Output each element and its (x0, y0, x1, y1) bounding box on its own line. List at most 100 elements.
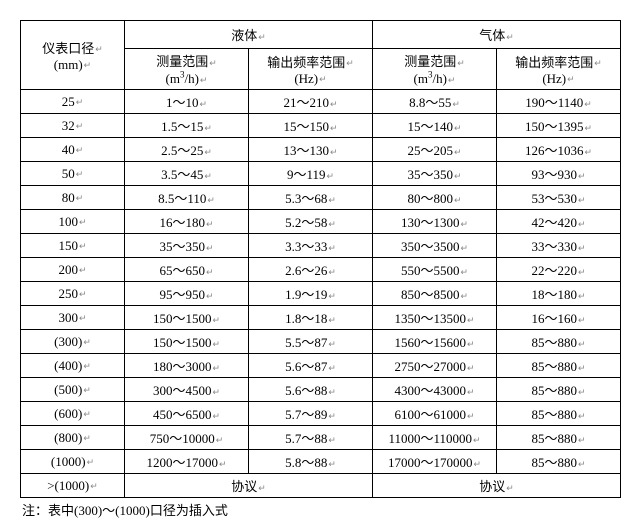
cell-text: 3.5～45 (161, 167, 212, 182)
cell-text: 25～205 (407, 143, 461, 158)
cell-text: 6100～61000 (394, 407, 474, 422)
cell-text: 200 (58, 262, 86, 277)
cell-gas_freq: 18～180 (497, 282, 621, 306)
cell-liq_freq: 5.7～89 (249, 402, 373, 426)
cell-size: (600) (21, 402, 125, 426)
cell-text: (1000) (51, 454, 94, 469)
cell-text: 5.7～88 (285, 431, 336, 446)
header-gas-range: 测量范围 (m3/h) (373, 49, 497, 90)
cell-text: (800) (54, 430, 91, 445)
cell-text: 93～930 (531, 167, 585, 182)
cell-text: 33～330 (531, 239, 585, 254)
cell-text: 5.6～88 (285, 383, 336, 398)
cell-liq_range: 16～180 (125, 210, 249, 234)
cell-gas_range: 1350～13500 (373, 306, 497, 330)
table-row: (300)150～15005.5～871560～1560085～880 (21, 330, 621, 354)
cell-liq_range: 150～1500 (125, 306, 249, 330)
header-liquid-group: 液体 (125, 21, 373, 49)
cell-gas_range: 350～3500 (373, 234, 497, 258)
cell-text: 300 (58, 310, 86, 325)
cell-text: 5.7～89 (285, 407, 336, 422)
cell-size: 300 (21, 306, 125, 330)
cell-text: 85～880 (531, 359, 585, 374)
cell-text: 4300～43000 (394, 383, 474, 398)
cell-gas_range: 850～8500 (373, 282, 497, 306)
header-size-line2: (mm) (54, 57, 91, 72)
cell-liq_freq: 5.2～58 (249, 210, 373, 234)
cell-gas_freq: 126～1036 (497, 138, 621, 162)
cell-text: (500) (54, 382, 91, 397)
cell-liq_freq: 15～150 (249, 114, 373, 138)
cell-gas_range: 550～5500 (373, 258, 497, 282)
cell-text: 450～6500 (153, 407, 220, 422)
cell-liq_freq: 5.3～68 (249, 186, 373, 210)
table-row: (500) 300～4500 5.6～88 4300～43000 85～880 (21, 378, 621, 402)
cell-text: 32 (62, 118, 84, 133)
cell-gas_range: 15～140 (373, 114, 497, 138)
table-row: 25095～9501.9～19850～850018～180 (21, 282, 621, 306)
cell-text: 3.3～33 (285, 239, 336, 254)
cell-text: 16～160 (531, 311, 585, 326)
cell-gas_freq: 93～930 (497, 162, 621, 186)
header-gas-range-unit: (m3/h) (414, 71, 456, 86)
table-row: 10016～1805.2～58130～130042～420 (21, 210, 621, 234)
cell-liq_range: 35～350 (125, 234, 249, 258)
table-row: 503.5～459～11935～35093～930 (21, 162, 621, 186)
header-liq-range: 测量范围 (m3/h) (125, 49, 249, 90)
cell-size: (800) (21, 426, 125, 450)
cell-text: 8.8～55 (409, 95, 460, 110)
cell-text: 1560～15600 (394, 335, 474, 350)
cell-liq_freq: 5.6～88 (249, 378, 373, 402)
cell-text: 750～10000 (150, 431, 224, 446)
cell-text: 1.5～15 (161, 119, 212, 134)
cell-text: 11000～110000 (388, 431, 480, 446)
cell-liq_freq: 5.6～87 (249, 354, 373, 378)
table-row: (600)450～65005.7～896100～6100085～880 (21, 402, 621, 426)
cell-gas_freq: 42～420 (497, 210, 621, 234)
cell-gas_range: 130～1300 (373, 210, 497, 234)
header-gas-group: 气体 (373, 21, 621, 49)
cell-text: 85～880 (531, 383, 585, 398)
table-row: (1000)1200～170005.8～8817000～17000085～880 (21, 450, 621, 474)
cell-text: 40 (62, 142, 84, 157)
cell-text: 300～4500 (153, 383, 220, 398)
cell-text: 1350～13500 (394, 311, 474, 326)
cell-size: 50 (21, 162, 125, 186)
cell-gas_range: 2750～27000 (373, 354, 497, 378)
cell-text: 65～650 (159, 263, 213, 278)
cell-liq_range: 95～950 (125, 282, 249, 306)
cell-gas-merged: 协议 (373, 474, 621, 498)
cell-size: 25 (21, 90, 125, 114)
cell-text: 85～880 (531, 335, 585, 350)
cell-text: 1～10 (166, 95, 207, 110)
table-row: 15035～3503.3～33350～350033～330 (21, 234, 621, 258)
cell-gas_range: 25～205 (373, 138, 497, 162)
header-liq-range-unit: (m3/h) (166, 71, 208, 86)
cell-liq_freq: 1.8～18 (249, 306, 373, 330)
cell-text: 21～210 (283, 95, 337, 110)
table-row: (400)180～30005.6～872750～2700085～880 (21, 354, 621, 378)
header-size-line1: 仪表口径 (42, 41, 103, 56)
cell-gas_freq: 190～1140 (497, 90, 621, 114)
footnote: 注：表中(300)～(1000)口径为插入式 (20, 500, 621, 519)
cell-gas_freq: 33～330 (497, 234, 621, 258)
cell-gas_range: 1560～15600 (373, 330, 497, 354)
cell-text: 2.5～25 (161, 143, 212, 158)
table-row: 321.5～1515～15015～140150～1395 (21, 114, 621, 138)
cell-text: 5.2～58 (285, 215, 336, 230)
cell-size: 200 (21, 258, 125, 282)
cell-text: 17000～170000 (388, 455, 481, 470)
cell-text: 1.9～19 (285, 287, 336, 302)
cell-text: 13～130 (283, 143, 337, 158)
cell-liq_freq: 9～119 (249, 162, 373, 186)
cell-gas_freq: 53～530 (497, 186, 621, 210)
cell-liq_range: 1～10 (125, 90, 249, 114)
table-row: 808.5～1105.3～6880～80053～530 (21, 186, 621, 210)
cell-text: 150～1500 (153, 311, 220, 326)
cell-text: 42～420 (531, 215, 585, 230)
cell-text: 350～3500 (401, 239, 468, 254)
cell-text: 85～880 (531, 455, 585, 470)
cell-liq-merged: 协议 (125, 474, 373, 498)
cell-text: 16～180 (159, 215, 213, 230)
cell-liq_range: 150～1500 (125, 330, 249, 354)
